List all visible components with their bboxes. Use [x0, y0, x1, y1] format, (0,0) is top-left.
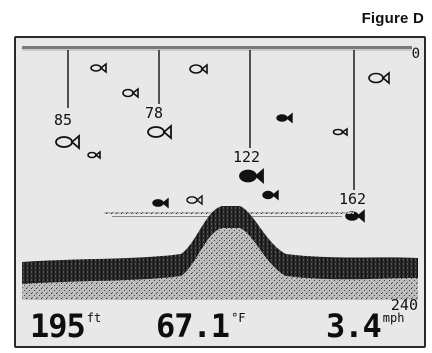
- surface-clutter: [22, 46, 412, 51]
- fish-depth-label: 85: [54, 111, 73, 129]
- solid-fish-group: [152, 112, 293, 209]
- bottom-contour: [22, 206, 418, 300]
- figure-label: Figure D: [361, 10, 424, 27]
- depth-readout: 195 ft: [30, 310, 101, 342]
- sonar-display: 0 85 78 122 162 240 195 ft 67.1 °F 3.4 mph: [16, 38, 424, 346]
- fish-depth-label: 78: [145, 104, 164, 122]
- fish-icon: [55, 134, 80, 150]
- temperature-unit: °F: [231, 311, 246, 325]
- depth-scale-top: 0: [411, 46, 420, 62]
- fish-finder-screen: 0 85 78 122 162 240 195 ft 67.1 °F 3.4 mph: [14, 36, 426, 348]
- fish-icon: [147, 124, 172, 140]
- depth-value: 195: [30, 307, 86, 345]
- small-fish-icon: [368, 71, 390, 85]
- speed-readout: 3.4 mph: [326, 310, 404, 342]
- small-fish-icon: [262, 189, 279, 201]
- small-fish-icon: [276, 112, 293, 124]
- small-fish-icon: [87, 150, 101, 160]
- fish-marker-lines: [67, 50, 355, 190]
- sonar-graph: [22, 46, 418, 300]
- fish-depth-label: 122: [233, 148, 261, 166]
- temperature-value: 67.1: [156, 307, 230, 345]
- speed-value: 3.4: [326, 307, 382, 345]
- depth-scale-bottom: 240: [390, 296, 418, 314]
- small-fish-icon: [122, 87, 139, 99]
- small-fish-icon: [332, 127, 348, 137]
- temperature-readout: 67.1 °F: [156, 310, 246, 342]
- readout-bar: 195 ft 67.1 °F 3.4 mph: [16, 310, 424, 346]
- small-fish-group: [87, 62, 390, 160]
- depth-unit: ft: [86, 311, 102, 325]
- small-fish-icon: [152, 197, 169, 209]
- fish-depth-label: 162: [339, 190, 367, 208]
- small-fish-icon: [189, 63, 208, 75]
- speed-unit: mph: [382, 311, 405, 325]
- small-fish-icon: [186, 194, 203, 206]
- small-fish-icon: [90, 62, 107, 74]
- fish-icon: [239, 168, 264, 184]
